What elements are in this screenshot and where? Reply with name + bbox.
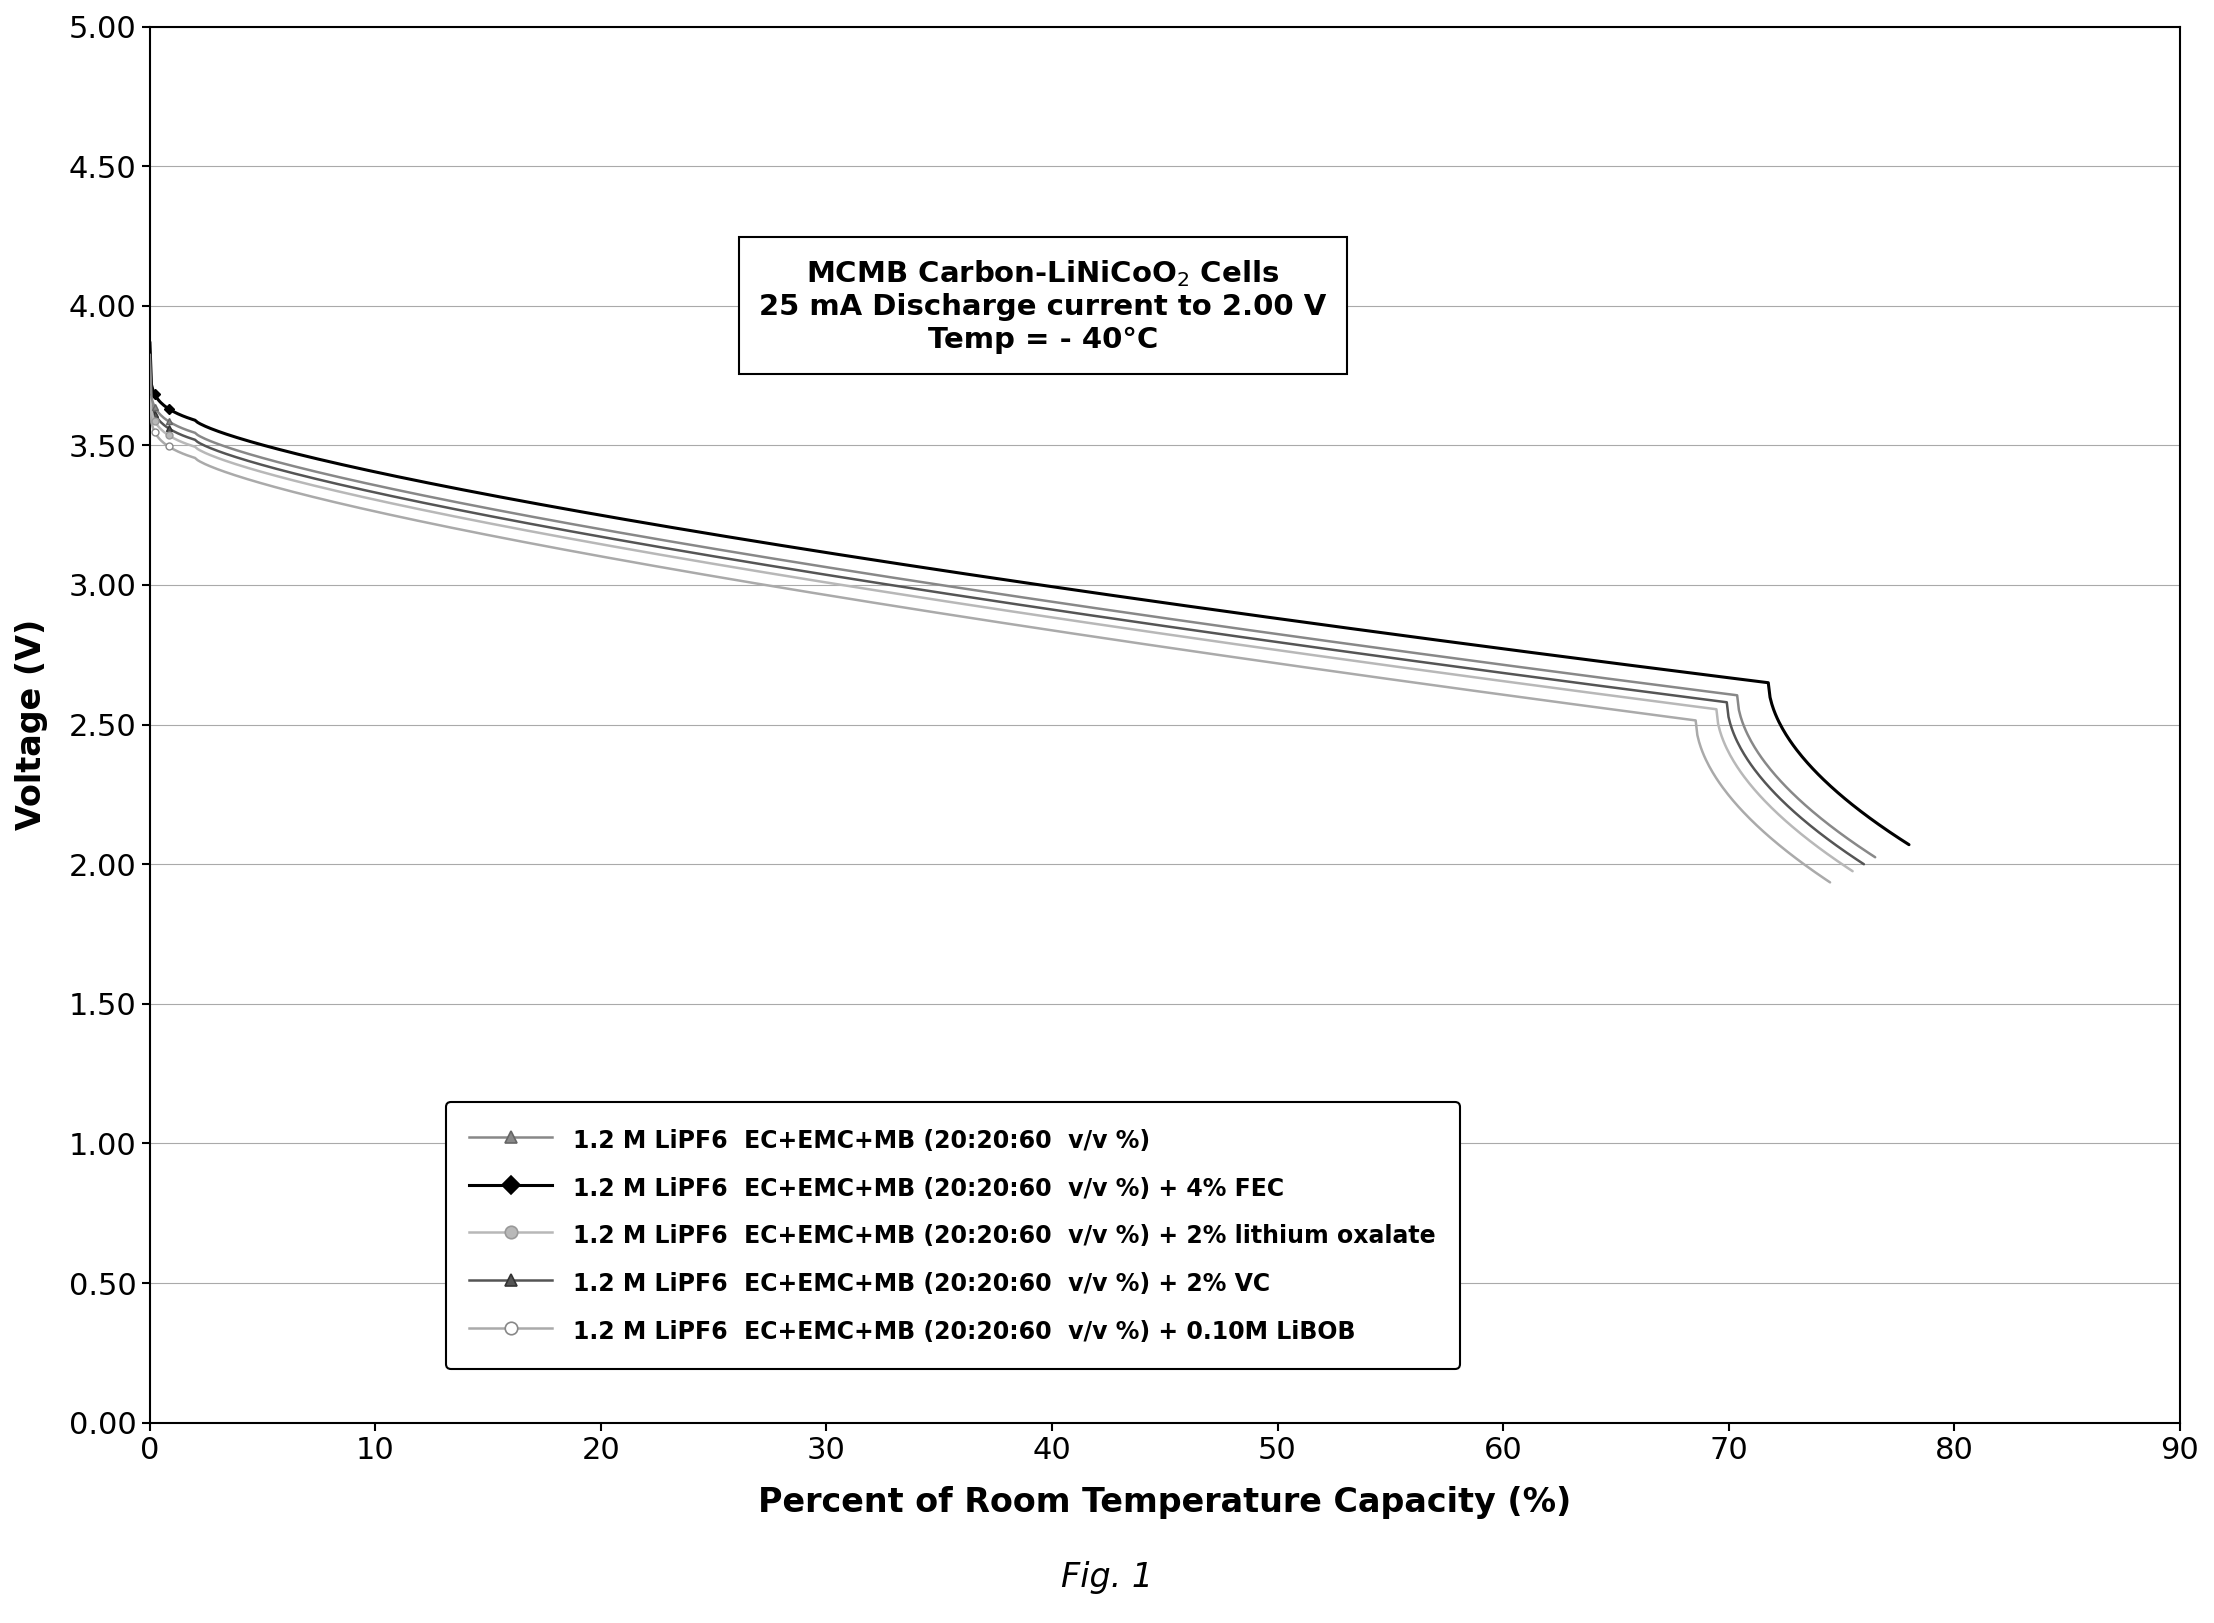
- Y-axis label: Voltage (V): Voltage (V): [15, 618, 49, 831]
- Text: Fig. 1: Fig. 1: [1061, 1561, 1153, 1594]
- Legend: 1.2 M LiPF6  EC+EMC+MB (20:20:60  v/v %), 1.2 M LiPF6  EC+EMC+MB (20:20:60  v/v : 1.2 M LiPF6 EC+EMC+MB (20:20:60 v/v %), …: [445, 1102, 1459, 1370]
- Text: MCMB Carbon-LiNiCoO$_2$ Cells
25 mA Discharge current to 2.00 V
Temp = - 40°C: MCMB Carbon-LiNiCoO$_2$ Cells 25 mA Disc…: [759, 258, 1326, 354]
- X-axis label: Percent of Room Temperature Capacity (%): Percent of Room Temperature Capacity (%): [757, 1485, 1572, 1519]
